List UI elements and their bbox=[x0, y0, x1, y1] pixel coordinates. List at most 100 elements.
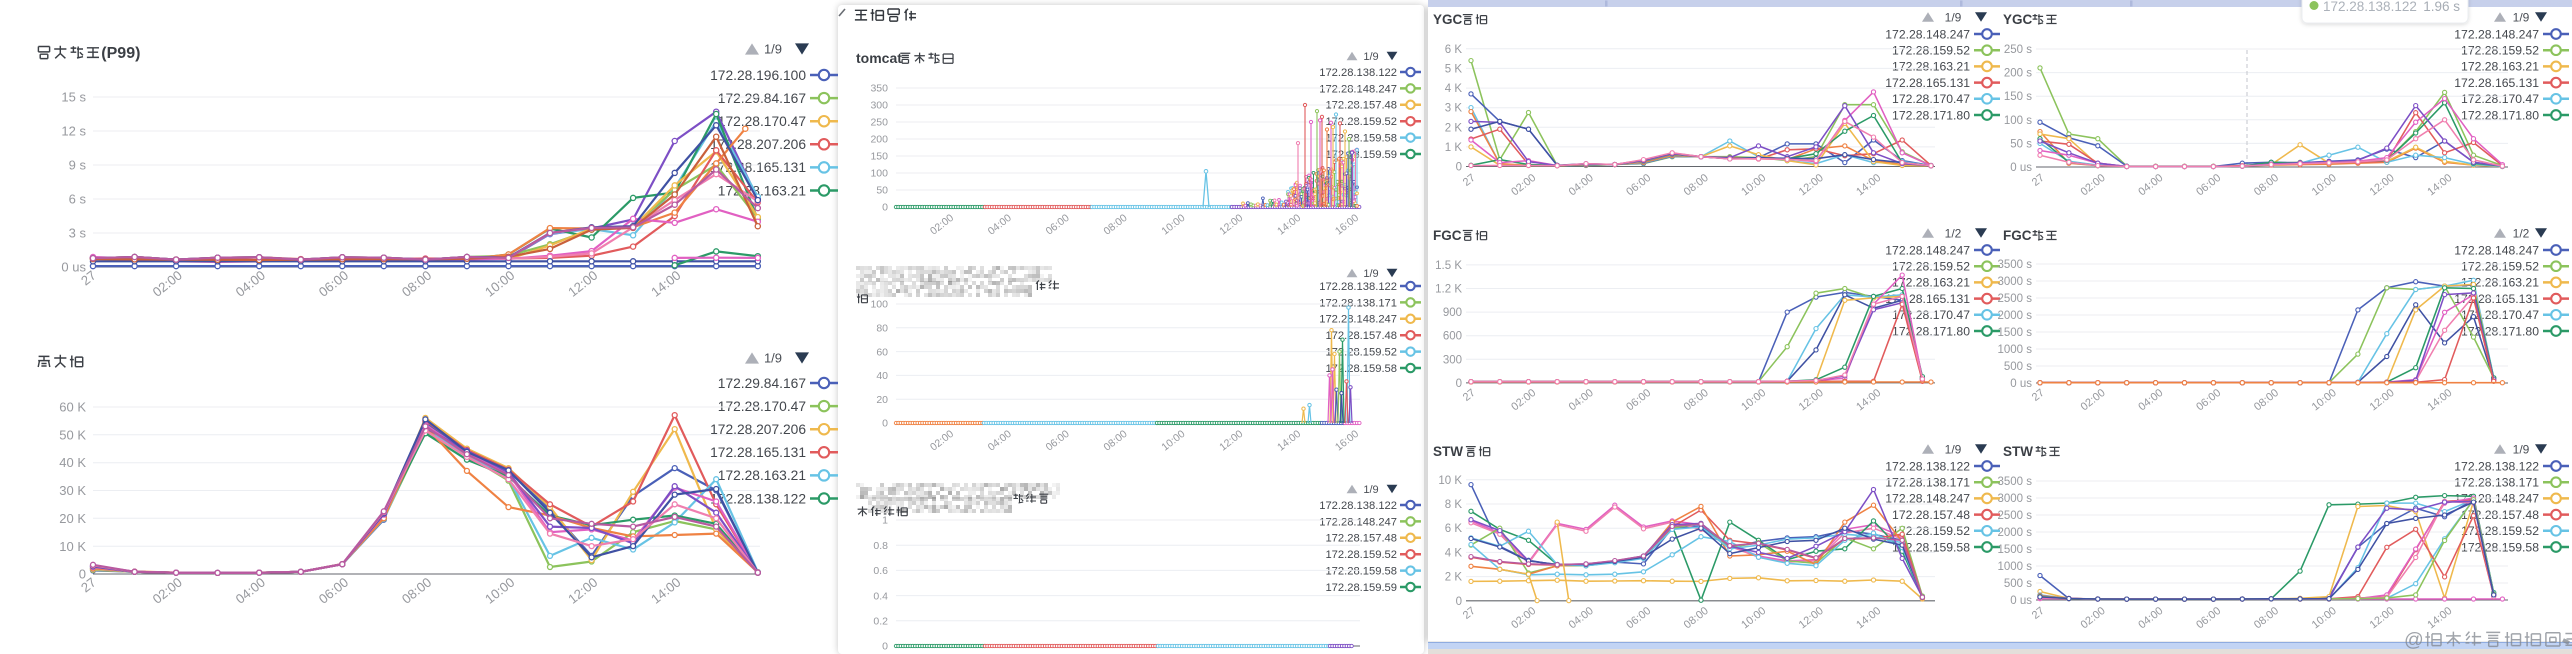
svg-text:172.28.170.47: 172.28.170.47 bbox=[1892, 92, 1970, 106]
svg-text:FGC: FGC bbox=[1433, 228, 1462, 243]
svg-text:2500 s: 2500 s bbox=[1997, 510, 2032, 522]
svg-text:27: 27 bbox=[78, 575, 99, 596]
svg-text:100: 100 bbox=[870, 299, 888, 311]
svg-text:172.28.163.21: 172.28.163.21 bbox=[1892, 276, 1970, 290]
svg-text:0: 0 bbox=[1456, 162, 1462, 174]
svg-text:12:00: 12:00 bbox=[1797, 172, 1826, 198]
svg-text:04:00: 04:00 bbox=[2136, 387, 2165, 413]
svg-text:@: @ bbox=[2404, 629, 2424, 651]
svg-text:02:00: 02:00 bbox=[150, 575, 185, 607]
svg-text:172.28.138.122: 172.28.138.122 bbox=[1319, 67, 1397, 79]
svg-text:172.28.148.247: 172.28.148.247 bbox=[2454, 243, 2539, 257]
svg-text:20: 20 bbox=[876, 394, 888, 406]
svg-text:172.28.138.122: 172.28.138.122 bbox=[2323, 0, 2417, 14]
svg-text:300: 300 bbox=[1443, 354, 1462, 366]
svg-text:4 K: 4 K bbox=[1445, 547, 1463, 559]
svg-text:172.29.84.167: 172.29.84.167 bbox=[718, 376, 806, 391]
svg-text:20 K: 20 K bbox=[59, 511, 86, 526]
svg-text:172.28.159.58: 172.28.159.58 bbox=[1325, 363, 1397, 375]
svg-text:6 K: 6 K bbox=[1445, 523, 1463, 535]
svg-text:12:00: 12:00 bbox=[565, 268, 600, 300]
svg-text:172.28.159.52: 172.28.159.52 bbox=[1892, 44, 1970, 58]
svg-text:08:00: 08:00 bbox=[2252, 605, 2281, 631]
svg-text:172.28.157.48: 172.28.157.48 bbox=[1325, 100, 1397, 112]
svg-text:172.28.148.247: 172.28.148.247 bbox=[1885, 27, 1970, 41]
svg-text:1: 1 bbox=[882, 515, 888, 527]
svg-text:14:00: 14:00 bbox=[1275, 212, 1303, 238]
svg-text:06:00: 06:00 bbox=[316, 268, 351, 300]
svg-text:172.28.159.52: 172.28.159.52 bbox=[2461, 260, 2539, 274]
svg-text:12:00: 12:00 bbox=[2368, 172, 2397, 198]
svg-text:12:00: 12:00 bbox=[565, 575, 600, 607]
svg-text:16:00: 16:00 bbox=[1333, 428, 1361, 454]
svg-text:10:00: 10:00 bbox=[482, 268, 517, 300]
svg-text:14:00: 14:00 bbox=[2425, 605, 2454, 631]
svg-text:06:00: 06:00 bbox=[2194, 605, 2223, 631]
svg-text:08:00: 08:00 bbox=[1101, 428, 1129, 454]
svg-text:1/9: 1/9 bbox=[2513, 442, 2530, 456]
svg-text:06:00: 06:00 bbox=[1044, 428, 1072, 454]
svg-text:172.28.165.131: 172.28.165.131 bbox=[1885, 76, 1970, 90]
svg-text:172.28.170.47: 172.28.170.47 bbox=[718, 399, 806, 414]
svg-text:10 K: 10 K bbox=[59, 539, 86, 554]
svg-text:172.28.148.247: 172.28.148.247 bbox=[2454, 27, 2539, 41]
svg-text:172.29.84.167: 172.29.84.167 bbox=[718, 91, 806, 106]
svg-text:172.28.196.100: 172.28.196.100 bbox=[710, 68, 806, 83]
svg-text:08:00: 08:00 bbox=[2252, 387, 2281, 413]
svg-text:172.28.138.122: 172.28.138.122 bbox=[1885, 459, 1970, 473]
svg-text:16:00: 16:00 bbox=[1333, 212, 1361, 238]
svg-text:172.28.138.122: 172.28.138.122 bbox=[1319, 281, 1397, 293]
svg-text:1000 s: 1000 s bbox=[1997, 344, 2032, 356]
svg-text:0: 0 bbox=[79, 567, 86, 582]
svg-text:1/9: 1/9 bbox=[1945, 10, 1962, 24]
svg-text:172.28.138.171: 172.28.138.171 bbox=[1885, 476, 1970, 490]
svg-text:1.5 K: 1.5 K bbox=[1435, 260, 1462, 272]
svg-text:12:00: 12:00 bbox=[1217, 212, 1245, 238]
svg-text:08:00: 08:00 bbox=[1682, 605, 1711, 631]
svg-text:04:00: 04:00 bbox=[1567, 605, 1596, 631]
svg-text:08:00: 08:00 bbox=[399, 268, 434, 300]
svg-text:10:00: 10:00 bbox=[1159, 428, 1187, 454]
svg-text:2 K: 2 K bbox=[1445, 122, 1463, 134]
svg-text:10:00: 10:00 bbox=[1159, 212, 1187, 238]
svg-text:08:00: 08:00 bbox=[1682, 172, 1711, 198]
svg-text:172.28.159.58: 172.28.159.58 bbox=[1325, 566, 1397, 578]
svg-text:14:00: 14:00 bbox=[1854, 172, 1883, 198]
svg-text:172.28.159.59: 172.28.159.59 bbox=[1325, 582, 1397, 594]
svg-text:1.96 s: 1.96 s bbox=[2423, 0, 2460, 14]
svg-text:10:00: 10:00 bbox=[2310, 387, 2339, 413]
svg-text:172.28.138.122: 172.28.138.122 bbox=[1319, 500, 1397, 512]
svg-text:172.28.159.52: 172.28.159.52 bbox=[1325, 116, 1397, 128]
svg-text:9 s: 9 s bbox=[69, 158, 87, 173]
svg-text:100 s: 100 s bbox=[2004, 115, 2032, 127]
svg-text:06:00: 06:00 bbox=[1624, 387, 1653, 413]
svg-text:02:00: 02:00 bbox=[928, 428, 956, 454]
svg-text:150 s: 150 s bbox=[2004, 91, 2032, 103]
svg-text:172.28.148.247: 172.28.148.247 bbox=[1319, 314, 1397, 326]
svg-text:172.28.159.52: 172.28.159.52 bbox=[2461, 44, 2539, 58]
svg-text:12 s: 12 s bbox=[61, 124, 86, 139]
svg-text:172.28.165.131: 172.28.165.131 bbox=[710, 445, 806, 460]
svg-text:08:00: 08:00 bbox=[399, 575, 434, 607]
svg-text:250: 250 bbox=[870, 117, 888, 129]
svg-text:02:00: 02:00 bbox=[2079, 387, 2108, 413]
svg-text:50 s: 50 s bbox=[2010, 138, 2032, 150]
svg-text:10:00: 10:00 bbox=[1739, 172, 1768, 198]
svg-text:4 K: 4 K bbox=[1445, 83, 1463, 95]
svg-text:100: 100 bbox=[870, 168, 888, 180]
svg-text:27: 27 bbox=[1461, 605, 1478, 622]
svg-text:10:00: 10:00 bbox=[2310, 605, 2339, 631]
svg-text:172.28.138.122: 172.28.138.122 bbox=[2454, 459, 2539, 473]
svg-text:172.28.163.21: 172.28.163.21 bbox=[2461, 276, 2539, 290]
svg-text:0.2: 0.2 bbox=[873, 616, 888, 628]
svg-text:300: 300 bbox=[870, 100, 888, 112]
svg-text:YGC: YGC bbox=[1433, 12, 1463, 27]
svg-text:172.28.159.58: 172.28.159.58 bbox=[2461, 540, 2539, 554]
svg-text:0.8: 0.8 bbox=[873, 540, 888, 552]
svg-text:50: 50 bbox=[876, 185, 888, 197]
svg-text:STW: STW bbox=[2003, 444, 2033, 459]
svg-text:04:00: 04:00 bbox=[233, 575, 268, 607]
svg-text:172.28.171.80: 172.28.171.80 bbox=[1892, 108, 1970, 122]
svg-text:06:00: 06:00 bbox=[2194, 387, 2223, 413]
svg-text:FGC: FGC bbox=[2003, 228, 2032, 243]
